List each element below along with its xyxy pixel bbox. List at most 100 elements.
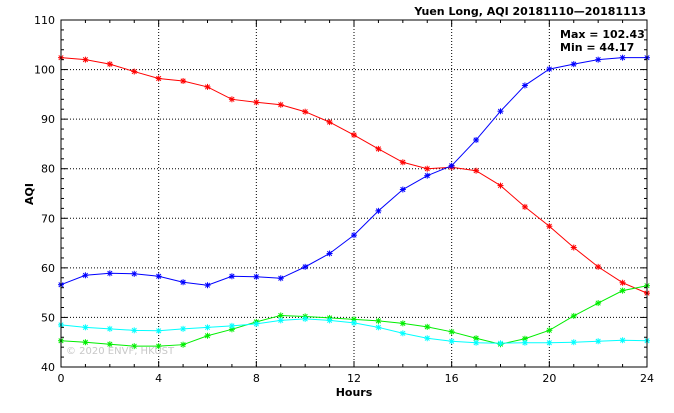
data-point bbox=[155, 327, 162, 334]
data-point bbox=[375, 324, 382, 331]
y-axis-title: AQI bbox=[23, 183, 36, 205]
data-point bbox=[399, 186, 406, 193]
y-tick-label: 110 bbox=[34, 14, 55, 27]
data-point bbox=[399, 159, 406, 166]
data-point bbox=[155, 273, 162, 280]
data-point bbox=[204, 332, 211, 339]
data-point bbox=[131, 327, 138, 334]
data-point bbox=[277, 275, 284, 282]
data-point bbox=[546, 339, 553, 346]
data-point bbox=[82, 272, 89, 279]
data-point bbox=[228, 322, 235, 329]
y-tick-label: 80 bbox=[41, 163, 55, 176]
data-point bbox=[448, 162, 455, 169]
x-tick-label: 4 bbox=[155, 372, 162, 385]
data-point bbox=[595, 300, 602, 307]
data-point bbox=[106, 270, 113, 277]
data-point bbox=[277, 317, 284, 324]
data-point bbox=[399, 320, 406, 327]
data-point bbox=[570, 244, 577, 251]
tick-labels: 0 4 8 12 16 20 24 40 50 60 70 80 90 100 110 bbox=[34, 14, 654, 385]
data-point bbox=[473, 167, 480, 174]
data-point bbox=[570, 339, 577, 346]
x-axis-title: Hours bbox=[336, 386, 373, 399]
data-point bbox=[228, 273, 235, 280]
data-point bbox=[180, 279, 187, 286]
chart-title: Yuen Long, AQI 20181110—20181113 bbox=[413, 5, 646, 18]
axis-ticks bbox=[60, 19, 648, 368]
data-point bbox=[302, 315, 309, 322]
data-point bbox=[302, 108, 309, 115]
data-point bbox=[521, 203, 528, 210]
max-value-label: Max = 102.43 bbox=[560, 28, 645, 41]
data-point bbox=[326, 317, 333, 324]
data-point bbox=[399, 330, 406, 337]
data-point bbox=[106, 341, 113, 348]
data-point bbox=[106, 61, 113, 68]
min-value-label: Min = 44.17 bbox=[560, 41, 634, 54]
data-point bbox=[82, 339, 89, 346]
y-tick-label: 90 bbox=[41, 113, 55, 126]
series-1 bbox=[58, 54, 650, 297]
series-line bbox=[60, 285, 648, 347]
data-point bbox=[106, 325, 113, 332]
data-point bbox=[82, 324, 89, 331]
data-point bbox=[351, 319, 357, 326]
x-tick-label: 8 bbox=[253, 372, 260, 385]
data-point bbox=[546, 223, 553, 230]
data-point bbox=[424, 323, 431, 330]
data-point bbox=[180, 341, 187, 348]
data-point bbox=[473, 335, 480, 342]
data-point bbox=[448, 338, 455, 345]
data-point bbox=[497, 108, 504, 115]
data-point bbox=[619, 54, 626, 61]
data-point bbox=[326, 250, 333, 257]
data-point bbox=[375, 207, 382, 214]
data-point bbox=[375, 145, 382, 152]
data-point bbox=[82, 56, 89, 63]
data-point bbox=[326, 119, 333, 126]
data-point bbox=[570, 61, 577, 68]
data-point bbox=[302, 263, 309, 270]
data-point bbox=[277, 312, 284, 319]
data-point bbox=[180, 77, 187, 84]
data-point bbox=[155, 343, 162, 350]
y-tick-label: 70 bbox=[41, 212, 55, 225]
data-point bbox=[253, 320, 260, 327]
data-point bbox=[351, 132, 357, 139]
x-tick-label: 0 bbox=[58, 372, 65, 385]
data-point bbox=[473, 136, 480, 143]
data-point bbox=[253, 99, 260, 106]
series-2 bbox=[58, 54, 650, 289]
x-tick-label: 12 bbox=[347, 372, 361, 385]
y-tick-label: 40 bbox=[41, 361, 55, 374]
data-point bbox=[448, 328, 455, 335]
data-point bbox=[473, 339, 480, 346]
data-point bbox=[424, 165, 431, 172]
data-point bbox=[595, 338, 602, 345]
x-tick-label: 16 bbox=[445, 372, 459, 385]
data-point bbox=[546, 66, 553, 73]
data-point bbox=[253, 273, 260, 280]
data-point bbox=[131, 270, 138, 277]
data-point bbox=[131, 68, 138, 75]
data-point bbox=[204, 83, 211, 90]
watermark: © 2020 ENVF, HKUST bbox=[66, 346, 175, 357]
series-3 bbox=[58, 282, 650, 350]
data-point bbox=[204, 282, 211, 289]
data-point bbox=[180, 325, 187, 332]
y-tick-label: 60 bbox=[41, 262, 55, 275]
x-tick-label: 20 bbox=[542, 372, 556, 385]
data-point bbox=[619, 337, 626, 344]
data-point bbox=[521, 339, 528, 346]
data-point bbox=[375, 317, 382, 324]
x-tick-label: 24 bbox=[640, 372, 654, 385]
data-point bbox=[595, 56, 602, 63]
data-point bbox=[570, 312, 577, 319]
y-tick-label: 50 bbox=[41, 311, 55, 324]
data-point bbox=[228, 96, 235, 103]
data-point bbox=[619, 287, 626, 294]
data-point bbox=[131, 343, 138, 350]
grid-lines bbox=[61, 20, 647, 367]
